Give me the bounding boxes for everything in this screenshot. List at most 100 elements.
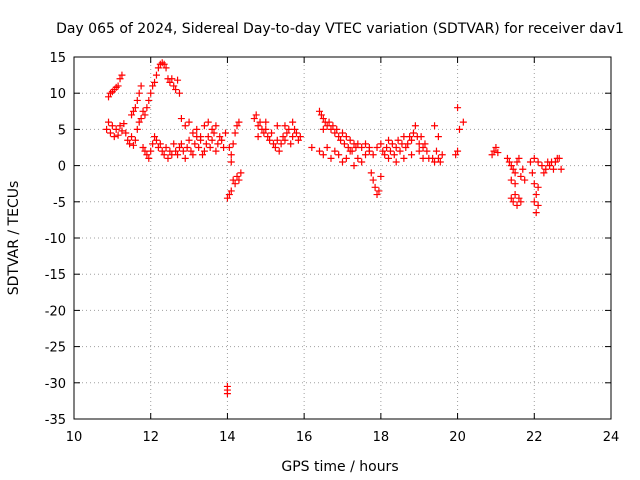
y-tick-label: 5	[58, 123, 66, 138]
data-point-marker	[291, 125, 299, 133]
data-point-marker	[183, 144, 191, 151]
data-point-marker	[511, 169, 519, 177]
data-point-marker	[369, 176, 377, 184]
data-point-marker	[367, 169, 375, 177]
data-point-marker	[225, 144, 233, 151]
data-point-marker	[275, 147, 283, 155]
data-point-marker	[315, 107, 323, 115]
data-point-marker	[513, 201, 521, 209]
data-point-marker	[296, 133, 304, 141]
data-point-marker	[383, 144, 391, 151]
data-point-marker	[534, 201, 542, 209]
data-point-marker	[128, 111, 136, 119]
data-point-marker	[532, 191, 540, 199]
y-tick-label: 10	[49, 87, 66, 102]
data-point-marker	[235, 118, 243, 126]
data-point-marker	[490, 147, 498, 155]
data-point-marker	[546, 162, 554, 170]
data-point-marker	[438, 151, 446, 159]
data-point-marker	[204, 133, 212, 141]
x-tick-label: 20	[449, 430, 466, 445]
data-point-marker	[185, 118, 193, 126]
data-point-marker	[191, 140, 199, 148]
data-point-marker	[214, 140, 222, 148]
data-point-marker	[187, 147, 195, 155]
data-point-marker	[170, 140, 178, 148]
data-point-marker	[505, 158, 513, 166]
data-point-marker	[231, 180, 239, 188]
data-point-marker	[515, 154, 523, 162]
data-point-marker	[154, 144, 162, 151]
data-point-marker	[250, 115, 258, 123]
data-point-marker	[269, 140, 277, 148]
data-point-marker	[271, 144, 279, 151]
data-point-marker	[346, 147, 354, 155]
data-point-marker	[162, 64, 170, 72]
data-point-marker	[177, 115, 185, 123]
data-point-marker	[436, 158, 444, 166]
y-tick-label: -20	[45, 304, 66, 319]
data-point-marker	[379, 147, 387, 155]
data-point-marker	[534, 183, 542, 191]
data-point-marker	[268, 129, 276, 137]
data-point-marker	[135, 89, 143, 97]
data-point-marker	[260, 129, 268, 137]
data-point-marker	[459, 118, 467, 126]
data-point-marker	[362, 140, 370, 148]
data-point-marker	[216, 133, 224, 141]
data-point-marker	[358, 158, 366, 166]
data-point-marker	[227, 158, 235, 166]
data-point-marker	[289, 133, 297, 141]
data-point-marker	[488, 151, 496, 159]
data-point-marker	[118, 71, 126, 79]
data-point-marker	[139, 144, 147, 151]
data-point-marker	[254, 133, 262, 141]
data-point-marker	[273, 136, 281, 144]
x-tick-label: 24	[603, 430, 620, 445]
data-point-marker	[517, 172, 525, 180]
data-point-marker	[373, 144, 381, 151]
data-point-marker	[177, 140, 185, 148]
data-point-marker	[237, 169, 245, 177]
data-point-marker	[212, 147, 220, 155]
data-point-marker	[408, 136, 416, 144]
data-point-marker	[160, 60, 168, 68]
data-point-marker	[346, 136, 354, 144]
y-tick-label: -10	[45, 232, 66, 247]
data-point-marker	[434, 133, 442, 141]
data-point-marker	[277, 140, 285, 148]
data-point-marker	[342, 133, 350, 141]
data-point-marker	[362, 151, 370, 159]
data-point-marker	[507, 162, 515, 170]
data-point-marker	[509, 198, 517, 206]
grid-lines	[74, 57, 611, 419]
data-point-marker	[325, 118, 333, 126]
data-point-marker	[509, 165, 517, 173]
data-point-marker	[147, 147, 155, 155]
data-point-marker	[151, 78, 159, 86]
data-point-marker	[174, 76, 182, 84]
data-point-marker	[354, 154, 362, 162]
data-point-marker	[526, 158, 534, 166]
data-point-marker	[133, 125, 141, 133]
data-point-marker	[385, 154, 393, 162]
data-point-marker	[549, 165, 557, 173]
x-axis-label: GPS time / hours	[281, 459, 398, 475]
data-point-marker	[137, 82, 145, 90]
data-point-marker	[175, 89, 183, 97]
data-point-marker	[415, 147, 423, 155]
axis-ticks: 10 12 14 16 18 20 22 24 15 10 5 0 -5 -10 -15 -20 -25 -30 -…	[45, 51, 620, 445]
y-tick-label: -30	[45, 377, 66, 392]
data-point-marker	[126, 140, 134, 148]
data-point-marker	[371, 183, 379, 191]
data-point-marker	[333, 125, 341, 133]
data-point-marker	[519, 165, 527, 173]
data-point-marker	[319, 125, 327, 133]
data-point-marker	[218, 136, 226, 144]
data-point-marker	[317, 111, 325, 119]
data-point-marker	[147, 89, 155, 97]
data-point-marker	[402, 144, 410, 151]
data-point-marker	[108, 122, 116, 130]
data-point-marker	[135, 118, 143, 126]
